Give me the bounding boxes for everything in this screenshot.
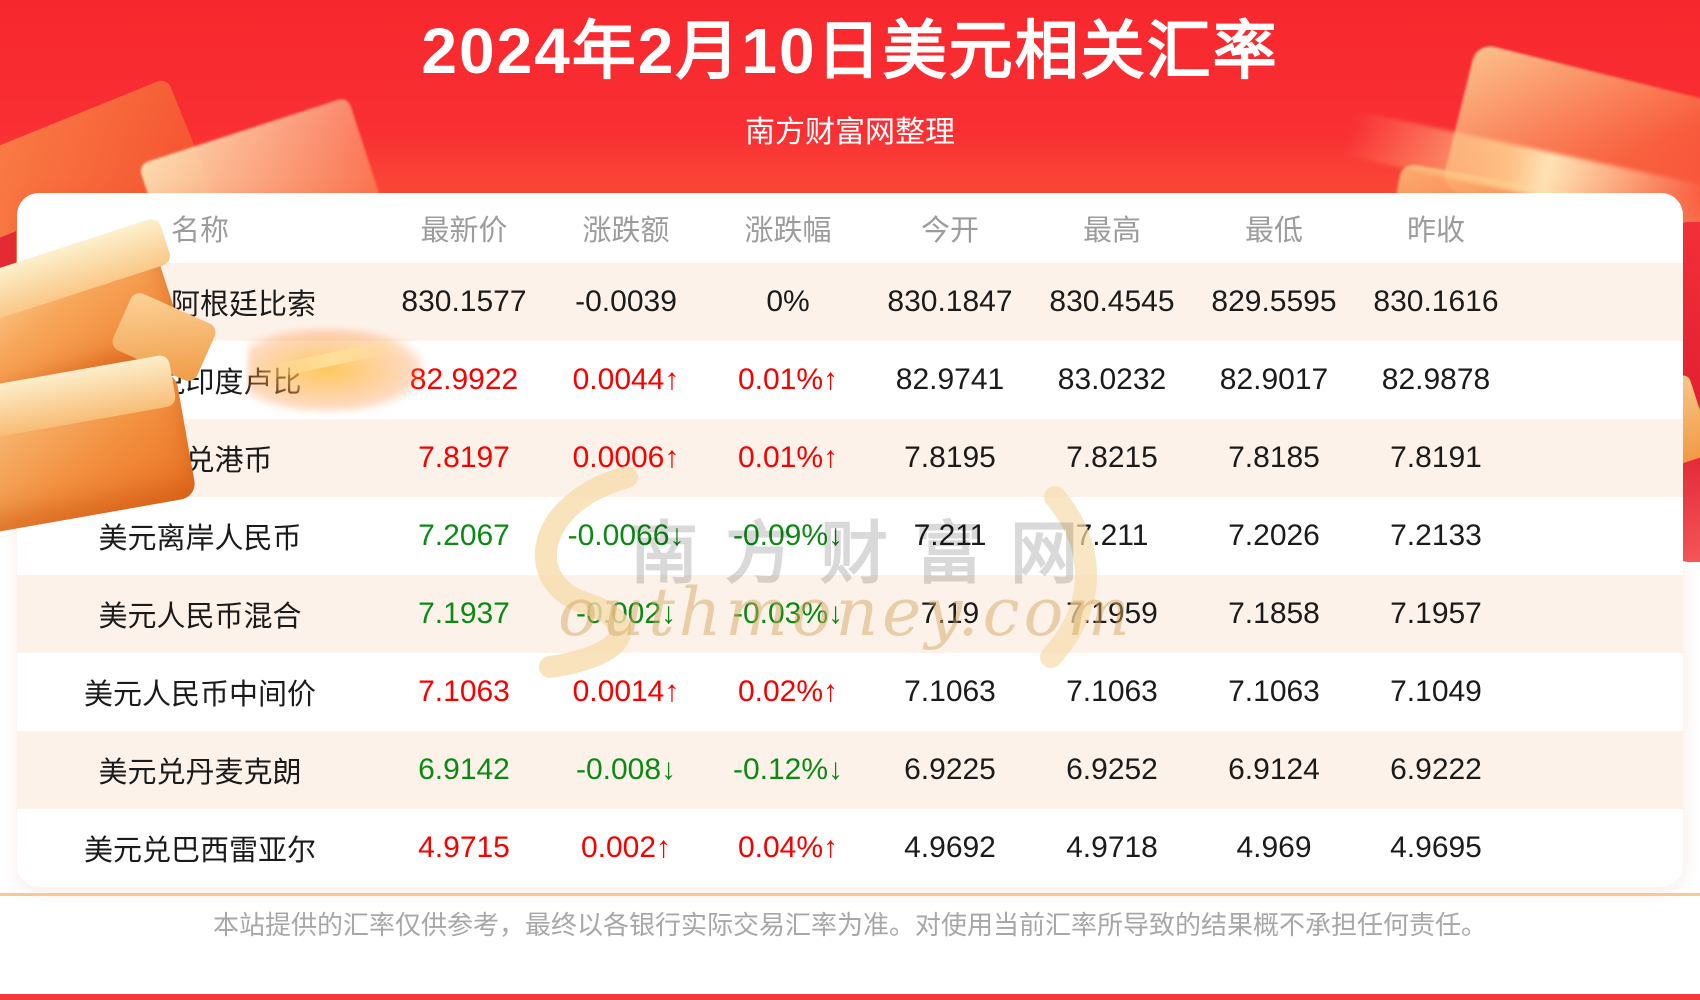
rate-cell: 830.4545 [1049, 285, 1175, 318]
rate-cell: 6.9252 [1066, 753, 1158, 786]
rate-cell: 0% [766, 285, 810, 318]
pair-name: 美元人民币混合 [98, 601, 302, 633]
column-header: 最高 [1082, 215, 1141, 247]
rate-cell: 7.8191 [1390, 441, 1482, 474]
rate-cell: 829.5595 [1211, 285, 1337, 318]
table-row: 美元人民币混合 7.1937 -0.002↓ -0.03%↓ 7.19 7.1959 7.1… [17, 575, 1683, 653]
page-subtitle: 南方财富网整理 [745, 116, 955, 149]
rate-cell: 7.1063 [1228, 675, 1320, 708]
rate-cell: 7.1858 [1228, 597, 1320, 630]
rate-cell: 830.1577 [401, 285, 527, 318]
rate-cell: 0.002↑ [580, 831, 672, 864]
table-row: 美元兑港币 7.8197 0.0006↑ 0.01%↑ 7.8195 7.8215 7.81… [17, 419, 1683, 497]
footer-divider [0, 893, 1700, 896]
rate-cell: 7.8195 [904, 441, 996, 474]
pair-name: 美元兑港币 [127, 445, 273, 477]
rate-cell: 7.8215 [1066, 441, 1158, 474]
rate-cell: 7.1063 [418, 675, 510, 708]
rate-cell: 6.9225 [904, 753, 996, 786]
rate-cell: 7.2026 [1228, 519, 1320, 552]
exchange-rate-table: 美元兑阿根廷比索 830.1577 -0.0039 0% 830.1847 830.454… [17, 263, 1683, 887]
rate-cell: 4.9695 [1390, 831, 1482, 864]
rate-cell: 7.1937 [418, 597, 510, 630]
rate-cell: 83.0232 [1057, 363, 1167, 396]
table-row: 美元兑丹麦克朗 6.9142 -0.008↓ -0.12%↓ 6.9225 6.9252 6… [17, 731, 1683, 809]
rate-cell: 7.8197 [418, 441, 510, 474]
rate-cell: 7.2067 [418, 519, 510, 552]
rate-cell: -0.09%↓ [732, 519, 844, 552]
rate-cell: 82.9878 [1381, 363, 1491, 396]
table-header-row: 名称 最新价 涨跌额 涨跌幅 今开 最高 最低 昨收 [17, 193, 1683, 263]
rate-cell: 830.1847 [887, 285, 1013, 318]
rate-cell: 0.0014↑ [572, 675, 680, 708]
rate-cell: 4.9715 [418, 831, 510, 864]
rate-cell: 82.9017 [1219, 363, 1329, 396]
rate-cell: 6.9222 [1390, 753, 1482, 786]
rate-cell: 7.19 [920, 597, 980, 630]
rate-cell: 7.8185 [1228, 441, 1320, 474]
pair-name: 美元兑阿根廷比索 [83, 289, 316, 321]
table-row: 美元兑阿根廷比索 830.1577 -0.0039 0% 830.1847 830.454… [17, 263, 1683, 341]
rate-cell: 830.1616 [1373, 285, 1499, 318]
rate-cell: -0.0066↓ [567, 519, 685, 552]
rate-cell: 0.01%↑ [737, 363, 839, 396]
pair-name: 美元兑印度卢比 [98, 367, 302, 399]
rate-cell: -0.0039 [575, 285, 677, 318]
pair-name: 美元兑巴西雷亚尔 [83, 835, 316, 867]
pair-name: 美元人民币中间价 [83, 679, 316, 711]
page-title: 2024年2月10日美元相关汇率 [421, 15, 1279, 87]
column-header: 最低 [1244, 215, 1303, 247]
rate-cell: 7.1063 [904, 675, 996, 708]
rate-cell: 7.211 [1075, 519, 1149, 552]
rate-cell: 7.1959 [1066, 597, 1158, 630]
column-header: 昨收 [1406, 215, 1465, 247]
exchange-rate-table-card: 名称 最新价 涨跌额 涨跌幅 今开 最高 最低 昨收 美元兑阿根廷比索 830.1577 -0.0… [17, 193, 1683, 887]
column-header: 最新价 [420, 215, 508, 247]
pair-name: 美元离岸人民币 [98, 523, 302, 555]
rate-cell: 82.9922 [409, 363, 519, 396]
rate-cell: 7.1063 [1066, 675, 1158, 708]
table-row: 美元离岸人民币 7.2067 -0.0066↓ -0.09%↓ 7.211 7.211 7.… [17, 497, 1683, 575]
rate-cell: 0.02%↑ [737, 675, 839, 708]
column-header: 涨跌幅 [744, 215, 832, 247]
rate-cell: 0.04%↑ [737, 831, 839, 864]
rate-cell: 6.9142 [418, 753, 510, 786]
bottom-red-bar [0, 994, 1700, 1000]
rate-cell: 4.969 [1236, 831, 1312, 864]
rate-cell: 4.9718 [1066, 831, 1158, 864]
table-row: 美元兑巴西雷亚尔 4.9715 0.002↑ 0.04%↑ 4.9692 4.9718 4.… [17, 809, 1683, 887]
rate-cell: -0.12%↓ [732, 753, 844, 786]
rate-cell: 0.0006↑ [572, 441, 680, 474]
table-row: 美元兑印度卢比 82.9922 0.0044↑ 0.01%↑ 82.9741 83.023… [17, 341, 1683, 419]
disclaimer-text: 本站提供的汇率仅供参考，最终以各银行实际交易汇率为准。对使用当前汇率所导致的结果… [212, 910, 1487, 940]
rate-cell: 0.0044↑ [572, 363, 680, 396]
table-row: 美元人民币中间价 7.1063 0.0014↑ 0.02%↑ 7.1063 7.1063 7… [17, 653, 1683, 731]
rate-cell: 0.01%↑ [737, 441, 839, 474]
rate-cell: 7.2133 [1390, 519, 1482, 552]
rate-cell: 7.1957 [1390, 597, 1482, 630]
column-header: 今开 [920, 215, 979, 247]
rate-cell: -0.03%↓ [732, 597, 844, 630]
rate-cell: -0.008↓ [575, 753, 677, 786]
pair-name: 美元兑丹麦克朗 [98, 757, 302, 789]
rate-cell: 6.9124 [1228, 753, 1320, 786]
column-header: 涨跌额 [582, 215, 670, 247]
rate-cell: 7.1049 [1390, 675, 1482, 708]
rate-cell: 4.9692 [904, 831, 996, 864]
column-header: 名称 [170, 215, 229, 247]
rate-cell: -0.002↓ [575, 597, 677, 630]
rate-cell: 7.211 [913, 519, 987, 552]
rate-cell: 82.9741 [895, 363, 1005, 396]
